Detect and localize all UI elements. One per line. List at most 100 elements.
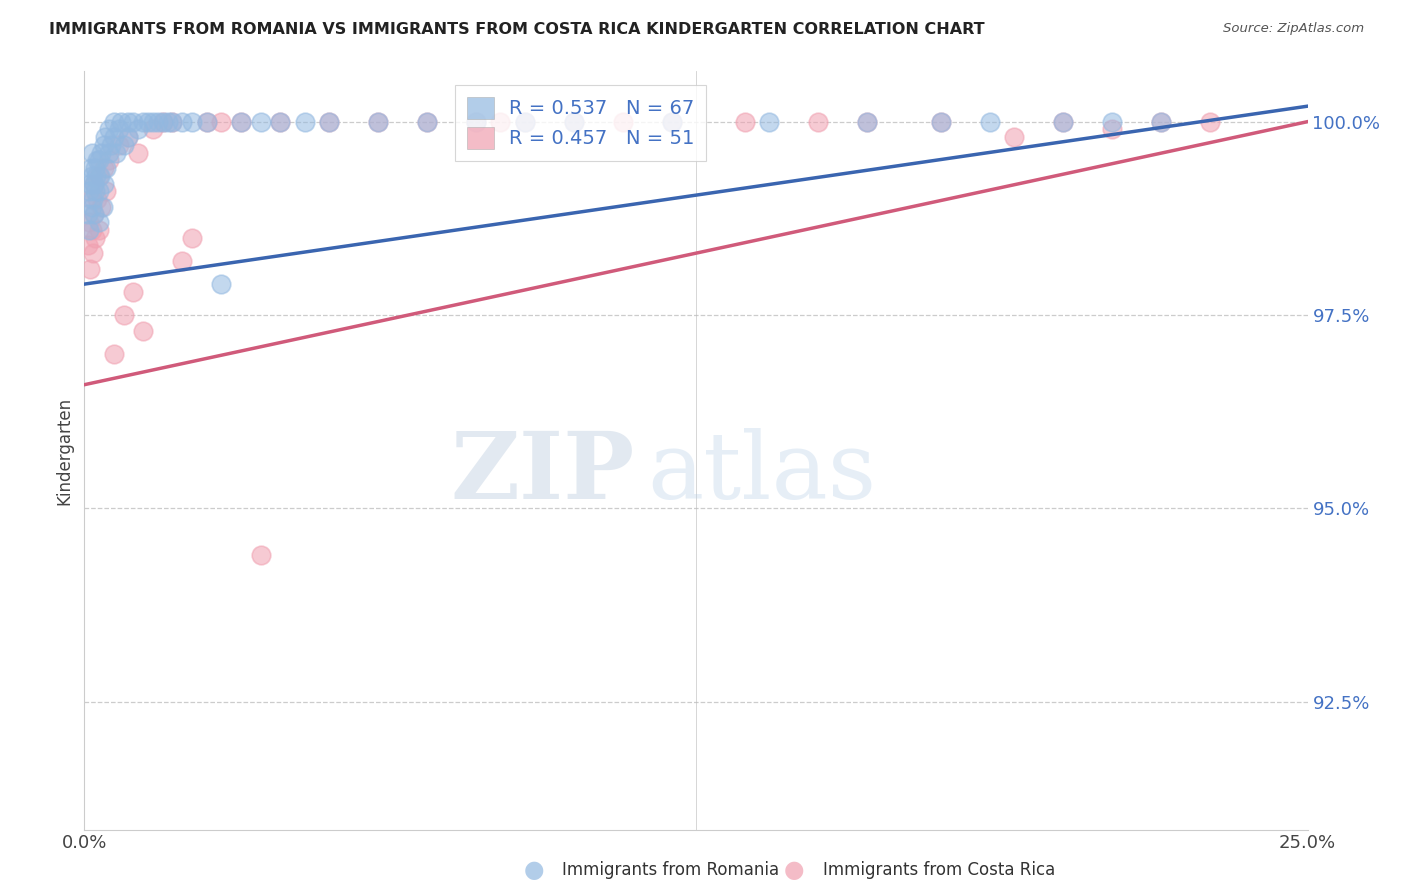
- Point: [513, 114, 536, 128]
- Point: [416, 114, 439, 128]
- Point: [513, 114, 536, 128]
- Point: [103, 130, 125, 145]
- Point: [269, 114, 291, 128]
- Point: [156, 114, 179, 128]
- Text: Immigrants from Romania: Immigrants from Romania: [562, 861, 779, 879]
- Point: [97, 153, 120, 168]
- Point: [146, 114, 169, 128]
- Point: [87, 184, 110, 198]
- Point: [122, 114, 145, 128]
- Point: [77, 215, 100, 229]
- Point: [79, 261, 101, 276]
- Point: [87, 215, 110, 229]
- Point: [83, 207, 105, 221]
- Point: [110, 114, 132, 128]
- Point: [105, 145, 128, 160]
- Point: [856, 114, 879, 128]
- Point: [117, 114, 139, 128]
- Point: [132, 114, 155, 128]
- Point: [127, 122, 149, 136]
- Point: [82, 223, 104, 237]
- Point: [142, 122, 165, 136]
- Point: [1101, 122, 1123, 136]
- Point: [489, 114, 512, 128]
- Point: [97, 122, 120, 136]
- Point: [90, 200, 112, 214]
- Text: ZIP: ZIP: [450, 428, 636, 518]
- Point: [93, 161, 115, 175]
- Point: [86, 192, 108, 206]
- Point: [142, 114, 165, 128]
- Text: atlas: atlas: [647, 428, 876, 518]
- Text: Source: ZipAtlas.com: Source: ZipAtlas.com: [1223, 22, 1364, 36]
- Point: [77, 184, 100, 198]
- Point: [249, 114, 271, 128]
- Point: [758, 114, 780, 128]
- Point: [82, 145, 104, 160]
- Point: [94, 130, 117, 145]
- Text: ●: ●: [524, 858, 544, 881]
- Point: [172, 114, 194, 128]
- Text: Immigrants from Costa Rica: Immigrants from Costa Rica: [823, 861, 1054, 879]
- Point: [249, 548, 271, 562]
- Point: [91, 200, 114, 214]
- Point: [77, 207, 100, 221]
- Point: [86, 153, 108, 168]
- Point: [1101, 114, 1123, 128]
- Y-axis label: Kindergarten: Kindergarten: [55, 396, 73, 505]
- Point: [80, 169, 103, 183]
- Point: [152, 114, 174, 128]
- Point: [117, 130, 139, 145]
- Point: [929, 114, 952, 128]
- Point: [1150, 114, 1173, 128]
- Point: [416, 114, 439, 128]
- Point: [269, 114, 291, 128]
- Point: [87, 169, 110, 183]
- Point: [90, 145, 112, 160]
- Point: [856, 114, 879, 128]
- Point: [80, 192, 103, 206]
- Point: [209, 277, 232, 292]
- Point: [80, 200, 103, 214]
- Point: [162, 114, 184, 128]
- Point: [97, 145, 120, 160]
- Point: [229, 114, 252, 128]
- Point: [979, 114, 1001, 128]
- Point: [84, 169, 107, 183]
- Point: [1002, 130, 1025, 145]
- Point: [464, 114, 486, 128]
- Point: [84, 230, 107, 244]
- Point: [87, 223, 110, 237]
- Text: ●: ●: [785, 858, 804, 881]
- Point: [79, 177, 101, 191]
- Point: [80, 161, 103, 175]
- Point: [103, 114, 125, 128]
- Point: [112, 137, 135, 152]
- Point: [1150, 114, 1173, 128]
- Point: [318, 114, 340, 128]
- Point: [562, 114, 585, 128]
- Point: [172, 254, 194, 268]
- Point: [734, 114, 756, 128]
- Point: [89, 169, 111, 183]
- Point: [93, 177, 115, 191]
- Point: [83, 177, 105, 191]
- Point: [122, 285, 145, 299]
- Point: [1198, 114, 1220, 128]
- Legend: R = 0.537   N = 67, R = 0.457   N = 51: R = 0.537 N = 67, R = 0.457 N = 51: [456, 85, 706, 161]
- Point: [84, 161, 107, 175]
- Point: [77, 238, 100, 252]
- Point: [661, 114, 683, 128]
- Point: [83, 207, 105, 221]
- Point: [152, 114, 174, 128]
- Point: [82, 192, 104, 206]
- Point: [112, 308, 135, 322]
- Point: [107, 122, 129, 136]
- Point: [367, 114, 389, 128]
- Point: [294, 114, 316, 128]
- Point: [181, 230, 204, 244]
- Point: [1052, 114, 1074, 128]
- Point: [96, 184, 118, 198]
- Point: [82, 246, 104, 260]
- Point: [162, 114, 184, 128]
